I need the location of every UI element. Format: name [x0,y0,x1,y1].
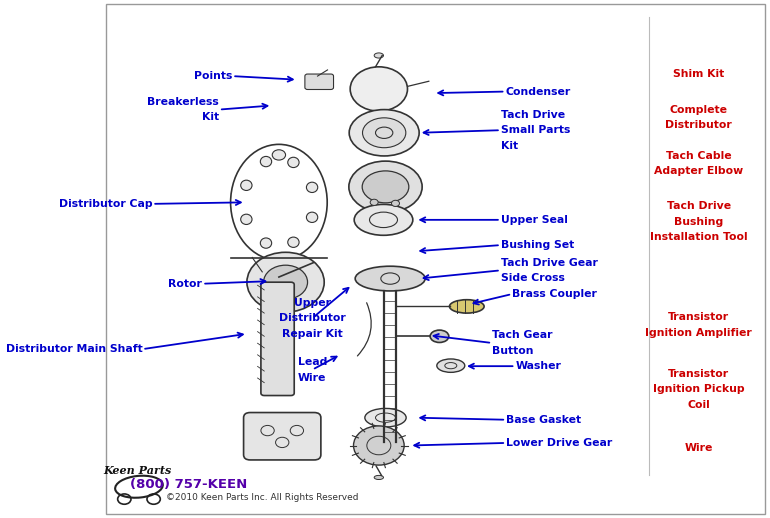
Circle shape [263,265,307,299]
Text: Upper: Upper [293,298,330,308]
Text: Bushing Set: Bushing Set [500,240,574,250]
Ellipse shape [349,161,422,212]
Text: Condenser: Condenser [505,87,571,96]
FancyBboxPatch shape [305,74,333,90]
Ellipse shape [260,238,272,248]
Ellipse shape [260,156,272,167]
Ellipse shape [437,359,465,372]
Ellipse shape [306,212,318,222]
Circle shape [391,200,400,207]
Ellipse shape [241,214,252,224]
Ellipse shape [365,408,406,427]
Ellipse shape [355,266,425,291]
Text: Button: Button [492,346,534,356]
Ellipse shape [349,110,419,156]
Text: Wire: Wire [685,443,713,453]
Text: Ignition Pickup: Ignition Pickup [653,384,745,394]
Text: Adapter Elbow: Adapter Elbow [654,166,743,177]
Text: Tach Cable: Tach Cable [666,151,731,161]
Text: Complete: Complete [670,105,728,114]
Text: Tach Drive: Tach Drive [667,202,731,211]
Text: Washer: Washer [515,361,561,371]
Text: Side Cross: Side Cross [500,273,564,283]
Text: Tach Drive Gear: Tach Drive Gear [500,257,598,268]
Ellipse shape [273,150,286,160]
Ellipse shape [354,205,413,235]
Text: Small Parts: Small Parts [500,125,570,135]
Text: Coil: Coil [688,400,710,410]
Text: Installation Tool: Installation Tool [650,233,748,242]
Text: ©2010 Keen Parts Inc. All Rights Reserved: ©2010 Keen Parts Inc. All Rights Reserve… [166,493,359,501]
Ellipse shape [241,180,252,191]
Ellipse shape [288,237,299,248]
Text: (800) 757-KEEN: (800) 757-KEEN [130,478,248,491]
Text: Bushing: Bushing [674,217,723,227]
Ellipse shape [363,118,406,148]
Text: Distributor: Distributor [279,313,346,323]
Ellipse shape [450,300,484,313]
Ellipse shape [288,157,299,167]
Circle shape [247,252,324,312]
Text: Brass Coupler: Brass Coupler [512,289,597,299]
Text: Kit: Kit [500,141,518,151]
Text: Lead: Lead [297,357,327,367]
Ellipse shape [374,53,383,58]
Text: Rotor: Rotor [169,279,203,289]
Text: Transistor: Transistor [668,312,729,322]
Circle shape [353,426,404,465]
Text: Distributor Cap: Distributor Cap [59,199,152,209]
Text: Lower Drive Gear: Lower Drive Gear [506,438,612,448]
Text: Ignition Amplifier: Ignition Amplifier [645,328,752,338]
FancyBboxPatch shape [243,412,321,460]
Text: Repair Kit: Repair Kit [282,329,343,339]
Text: Kit: Kit [202,112,219,122]
Text: Upper Seal: Upper Seal [500,215,567,225]
Text: Tach Gear: Tach Gear [492,330,553,340]
Ellipse shape [430,330,449,342]
Text: Keen Parts: Keen Parts [103,465,172,476]
Text: Distributor: Distributor [665,120,732,130]
Text: Transistor: Transistor [668,369,729,379]
Text: Distributor Main Shaft: Distributor Main Shaft [5,344,142,354]
Circle shape [350,67,407,111]
Text: Points: Points [194,71,233,81]
Text: Base Gasket: Base Gasket [506,415,581,425]
Text: Breakerless: Breakerless [147,97,219,107]
Ellipse shape [306,182,318,193]
Circle shape [370,199,378,206]
Text: Tach Drive: Tach Drive [500,110,565,120]
Text: Wire: Wire [298,372,326,382]
Ellipse shape [374,476,383,480]
Ellipse shape [362,171,409,203]
FancyBboxPatch shape [261,282,294,396]
Text: Shim Kit: Shim Kit [673,68,725,79]
